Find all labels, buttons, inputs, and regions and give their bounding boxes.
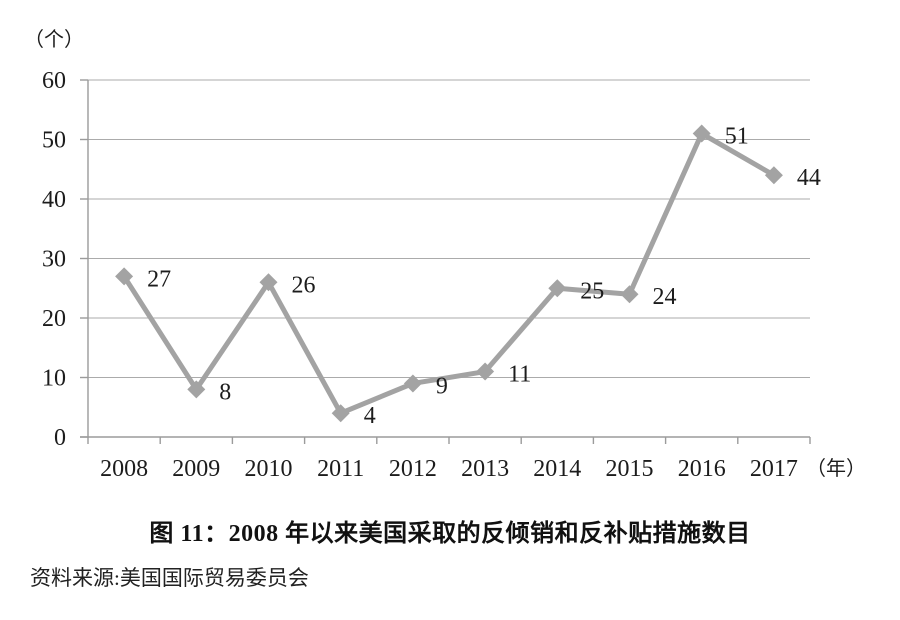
x-tick-label: 2014 (533, 456, 581, 482)
x-tick-label: 2015 (606, 456, 654, 482)
x-axis-unit-label: （年） (806, 457, 866, 480)
x-tick-label: 2017 (750, 456, 798, 482)
y-tick-label: 60 (42, 68, 66, 94)
data-point-marker (476, 362, 495, 381)
x-tick-label: 2012 (389, 456, 437, 482)
data-point-marker (548, 279, 567, 298)
data-label: 11 (508, 362, 531, 388)
y-axis-unit-label: （个） (24, 28, 84, 51)
data-label: 4 (364, 403, 376, 429)
x-tick-label: 2009 (172, 456, 220, 482)
x-tick-label: 2008 (100, 456, 148, 482)
data-point-marker (331, 404, 350, 423)
data-label: 25 (580, 278, 604, 304)
figure-title: 图 11：2008 年以来美国采取的反倾销和反补贴措施数目 (149, 521, 751, 547)
y-tick-label: 20 (42, 306, 66, 332)
figure-source: 资料来源:美国国际贸易委员会 (30, 566, 309, 590)
data-label: 27 (147, 266, 171, 292)
data-point-marker (187, 380, 206, 399)
data-point-marker (403, 374, 422, 393)
data-label: 26 (292, 272, 316, 298)
y-tick-label: 30 (42, 247, 66, 273)
data-point-marker (764, 166, 783, 185)
series-line (121, 131, 777, 416)
x-tick-label: 2013 (461, 456, 509, 482)
line-chart: 0 10 20 30 40 50 60 2008 2009 2010 2011 2012 2013 201… (24, 28, 866, 482)
data-label: 9 (436, 373, 448, 399)
y-tick-label: 40 (42, 187, 66, 213)
x-tick-label: 2010 (245, 456, 293, 482)
data-label: 8 (219, 379, 231, 405)
data-label: 44 (797, 165, 821, 191)
data-point-marker (692, 124, 711, 143)
data-point-marker (115, 267, 134, 286)
y-tick-label: 10 (42, 366, 66, 392)
x-tick-label: 2016 (678, 456, 726, 482)
data-point-marker (620, 285, 639, 304)
y-tick-label: 0 (54, 425, 66, 451)
x-tick-label: 2011 (317, 456, 364, 482)
data-label: 24 (653, 284, 677, 310)
y-tick-label: 50 (42, 128, 66, 154)
data-label: 51 (725, 124, 749, 150)
data-point-marker (259, 273, 278, 292)
